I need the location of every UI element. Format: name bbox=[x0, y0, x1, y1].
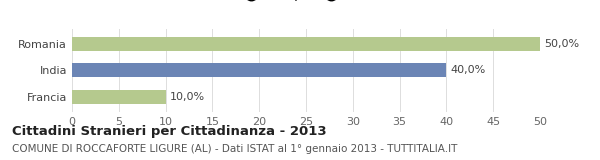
Bar bbox=[72, 90, 166, 104]
Bar bbox=[72, 63, 446, 77]
Text: Cittadini Stranieri per Cittadinanza - 2013: Cittadini Stranieri per Cittadinanza - 2… bbox=[12, 125, 326, 138]
Text: COMUNE DI ROCCAFORTE LIGURE (AL) - Dati ISTAT al 1° gennaio 2013 - TUTTITALIA.IT: COMUNE DI ROCCAFORTE LIGURE (AL) - Dati … bbox=[12, 144, 457, 154]
Text: 10,0%: 10,0% bbox=[169, 92, 205, 102]
Bar bbox=[72, 37, 540, 51]
Text: 50,0%: 50,0% bbox=[544, 39, 579, 49]
Legend: Europa, Asia: Europa, Asia bbox=[233, 0, 379, 6]
Text: 40,0%: 40,0% bbox=[450, 65, 485, 75]
